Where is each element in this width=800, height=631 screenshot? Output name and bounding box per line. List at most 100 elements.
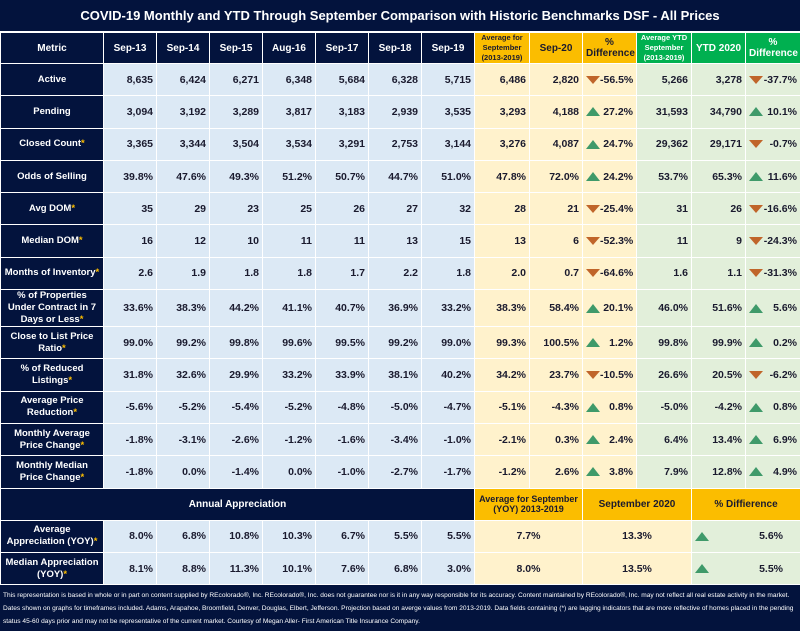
historic-value: 40.2%	[422, 359, 475, 391]
historic-value: -2.7%	[369, 456, 422, 488]
avg-september-value: -5.1%	[475, 391, 530, 423]
pct-value: -6.2%	[770, 369, 797, 381]
historic-value: 25	[263, 193, 316, 225]
metric-name: Median Appreciation (YOY)	[5, 557, 98, 580]
historic-value: 5,715	[422, 64, 475, 96]
pct-value: -56.5%	[600, 74, 633, 86]
historic-value: 3,291	[316, 128, 369, 160]
pct-difference-cell: 5.5%	[692, 552, 800, 584]
pct-wrap: -0.7%	[749, 138, 797, 150]
pct-value: -25.4%	[600, 203, 633, 215]
pct-difference-cell: -37.7%	[746, 64, 800, 96]
avg-september-value: 28	[475, 193, 530, 225]
lagging-indicator-asterisk: *	[81, 138, 85, 149]
pct-difference-cell: 0.8%	[746, 391, 800, 423]
lagging-indicator-asterisk: *	[81, 472, 85, 483]
historic-value: 33.6%	[104, 290, 157, 327]
historic-value: 51.0%	[422, 160, 475, 192]
historic-value: 99.2%	[157, 327, 210, 359]
avg-september-value: 38.3%	[475, 290, 530, 327]
pct-difference-cell: 0.2%	[746, 327, 800, 359]
pct-difference-cell: 27.2%	[583, 96, 637, 128]
header-avg-ytd: Average YTD September (2013-2019)	[637, 33, 692, 64]
lagging-indicator-asterisk: *	[63, 569, 67, 580]
historic-value: 49.3%	[210, 160, 263, 192]
historic-value: 3,535	[422, 96, 475, 128]
historic-value: -5.2%	[157, 391, 210, 423]
pct-wrap: 27.2%	[586, 106, 633, 118]
header-year: Sep-15	[210, 33, 263, 64]
historic-value: 6.8%	[157, 520, 210, 552]
historic-value: 7.6%	[316, 552, 369, 584]
lagging-indicator-asterisk: *	[94, 536, 98, 547]
sep-20-value: 100.5%	[530, 327, 583, 359]
triangle-up-icon	[586, 107, 600, 116]
historic-value: -1.4%	[210, 456, 263, 488]
historic-value: 2.2	[369, 257, 422, 289]
pct-difference-cell: -6.2%	[746, 359, 800, 391]
avg-september-value: 3,276	[475, 128, 530, 160]
annual-avg-value: 8.0%	[475, 552, 583, 584]
historic-value: 99.5%	[316, 327, 369, 359]
avg-ytd-value: 31,593	[637, 96, 692, 128]
avg-ytd-value: 5,266	[637, 64, 692, 96]
historic-value: 11.3%	[210, 552, 263, 584]
sep-20-value: 0.3%	[530, 423, 583, 455]
report-title: COVID-19 Monthly and YTD Through Septemb…	[0, 0, 800, 32]
triangle-down-icon	[749, 237, 763, 245]
triangle-up-icon	[749, 304, 763, 313]
metric-label: Monthly Median Price Change*	[1, 456, 104, 488]
avg-september-value: 2.0	[475, 257, 530, 289]
avg-september-value: 47.8%	[475, 160, 530, 192]
ytd-2020-value: 51.6%	[692, 290, 746, 327]
ytd-2020-value: 1.1	[692, 257, 746, 289]
metric-name: Median DOM	[21, 235, 79, 246]
pct-difference-cell: -0.7%	[746, 128, 800, 160]
avg-ytd-value: 26.6%	[637, 359, 692, 391]
annual-sep-2020-value: 13.3%	[583, 520, 692, 552]
pct-value: -31.3%	[764, 267, 797, 279]
metric-name: Odds of Selling	[17, 171, 87, 182]
pct-difference-cell: 20.1%	[583, 290, 637, 327]
historic-value: 3,144	[422, 128, 475, 160]
metric-label: % of Properties Under Contract in 7 Days…	[1, 290, 104, 327]
historic-value: 32	[422, 193, 475, 225]
pct-difference-cell: 11.6%	[746, 160, 800, 192]
historic-value: 6.7%	[316, 520, 369, 552]
historic-value: 3,817	[263, 96, 316, 128]
metric-name: Months of Inventory	[5, 267, 96, 278]
metric-name: Average Appreciation (YOY)	[7, 524, 94, 547]
metric-label: Median Appreciation (YOY)*	[1, 552, 104, 584]
avg-ytd-value: 7.9%	[637, 456, 692, 488]
pct-value: 0.2%	[773, 337, 797, 349]
pct-wrap: -64.6%	[586, 267, 633, 279]
historic-value: 99.6%	[263, 327, 316, 359]
historic-value: -1.0%	[422, 423, 475, 455]
historic-value: 3,504	[210, 128, 263, 160]
historic-value: 3,289	[210, 96, 263, 128]
sep-20-value: 58.4%	[530, 290, 583, 327]
historic-value: 1.8	[263, 257, 316, 289]
pct-difference-cell: -31.3%	[746, 257, 800, 289]
pct-wrap: 10.1%	[749, 106, 797, 118]
header-year: Aug-16	[263, 33, 316, 64]
triangle-down-icon	[586, 76, 600, 84]
pct-difference-cell: 3.8%	[583, 456, 637, 488]
pct-wrap: 1.2%	[586, 337, 633, 349]
pct-wrap: -25.4%	[586, 203, 633, 215]
historic-value: -1.0%	[316, 456, 369, 488]
triangle-up-icon	[586, 172, 600, 181]
historic-value: 99.8%	[210, 327, 263, 359]
pct-value: 5.6%	[759, 530, 783, 542]
pct-difference-cell: 24.2%	[583, 160, 637, 192]
annual-sep-2020-value: 13.5%	[583, 552, 692, 584]
historic-value: 10	[210, 225, 263, 257]
ytd-2020-value: 20.5%	[692, 359, 746, 391]
historic-value: -5.4%	[210, 391, 263, 423]
triangle-down-icon	[749, 140, 763, 148]
pct-value: 2.4%	[609, 434, 633, 446]
